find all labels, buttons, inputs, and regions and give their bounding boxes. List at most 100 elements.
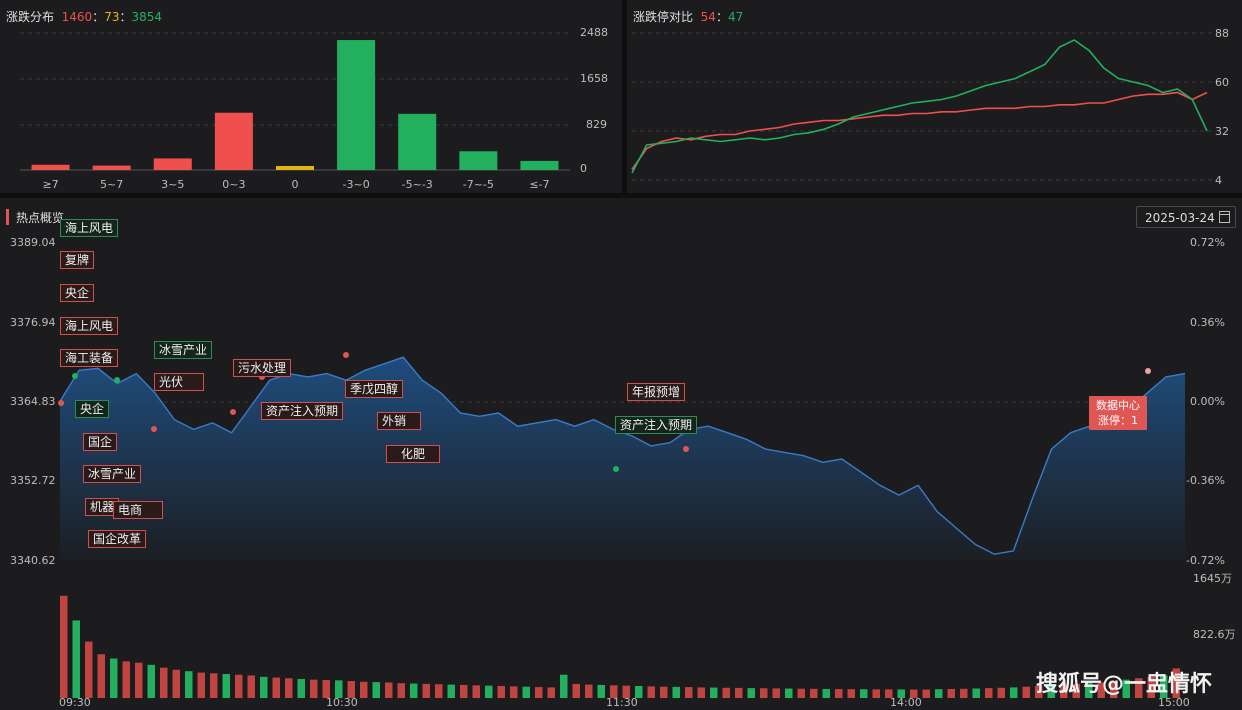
hot-tag[interactable]: 国企改革: [88, 530, 147, 548]
volume-bar: [560, 674, 568, 698]
event-dot: [1145, 368, 1151, 374]
volume-bar: [772, 688, 780, 698]
volume-bar: [160, 667, 168, 698]
bar: [214, 112, 253, 170]
hot-tag[interactable]: 冰雪产业: [83, 465, 142, 483]
volume-bar: [172, 669, 180, 698]
event-dot: [72, 373, 78, 379]
price-area: [60, 357, 1185, 560]
event-dot: [114, 377, 120, 383]
volume-bar: [860, 689, 868, 698]
calendar-icon[interactable]: [1219, 211, 1230, 223]
limit-up-callout[interactable]: 数据中心 涨停：1: [1089, 396, 1147, 430]
date-picker[interactable]: 2025-03-24: [1136, 206, 1236, 228]
volume-bar: [947, 688, 955, 698]
hot-tag[interactable]: 资产注入预期: [615, 416, 698, 434]
volume-tick: 822.6万: [1193, 628, 1236, 641]
hot-overview-panel: 热点概览 2025-03-24 3389.04 3376.94 3364.83 …: [0, 198, 1242, 710]
volume-bar: [247, 675, 255, 698]
hot-tag[interactable]: 海上风电: [60, 317, 119, 335]
hot-tag[interactable]: 复牌: [60, 251, 95, 269]
bar: [92, 165, 131, 170]
volume-bar: [210, 673, 218, 698]
hot-tag[interactable]: 央企: [75, 400, 110, 418]
hot-tag[interactable]: 国企: [83, 433, 118, 451]
hot-tag[interactable]: 化肥: [386, 445, 441, 463]
event-dot: [230, 409, 236, 415]
volume-bar: [72, 620, 80, 698]
category-label: 3~5: [161, 178, 185, 191]
pct-tick: -0.72%: [1186, 554, 1225, 567]
hot-tag[interactable]: 海工装备: [60, 349, 119, 367]
volume-bar: [672, 686, 680, 698]
volume-bar: [922, 689, 930, 698]
hot-tag[interactable]: 海上风电: [60, 219, 119, 237]
volume-bar: [272, 677, 280, 698]
pct-tick: 0.00%: [1190, 395, 1225, 408]
hot-tag[interactable]: 光伏: [154, 373, 205, 391]
volume-bar: [585, 684, 593, 698]
pct-tick: 0.72%: [1190, 236, 1225, 249]
y-tick: 60: [1215, 76, 1229, 89]
distribution-chart: [20, 32, 570, 171]
volume-bar: [360, 681, 368, 698]
volume-bar: [60, 595, 68, 698]
bar: [153, 158, 192, 170]
hot-tag[interactable]: 年报预增: [627, 383, 686, 401]
volume-bar: [1035, 686, 1043, 698]
hot-tag[interactable]: 季戊四醇: [345, 380, 404, 398]
volume-bar: [985, 688, 993, 698]
volume-bar: [760, 688, 768, 698]
volume-bar: [85, 641, 93, 698]
bar: [337, 40, 376, 170]
volume-bar: [522, 686, 530, 698]
price-tick: 3376.94: [10, 316, 56, 329]
limit-down-count: 47: [727, 10, 744, 24]
event-dot: [683, 446, 689, 452]
hot-tag[interactable]: 外销: [377, 412, 422, 430]
volume-bar: [497, 686, 505, 698]
hot-tag[interactable]: 电商: [113, 501, 164, 519]
event-dot: [613, 466, 619, 472]
flat-count: 73: [104, 10, 120, 24]
hot-tag[interactable]: 央企: [60, 284, 95, 302]
y-tick: 4: [1215, 174, 1222, 187]
category-label: -5~-3: [401, 178, 433, 191]
category-label: ≥7: [42, 178, 59, 191]
price-tick: 3364.83: [10, 395, 56, 408]
category-label: ≤-7: [529, 178, 550, 191]
category-label: -3~0: [342, 178, 370, 191]
volume-bar: [485, 685, 493, 698]
volume-bar: [197, 672, 205, 698]
distribution-panel: 涨跌分布 1460：73：3854 2488 1658 829 0 ≥7 5~7 3…: [0, 0, 622, 193]
hot-tag[interactable]: 污水处理: [233, 359, 292, 377]
volume-bar: [735, 687, 743, 698]
time-tick: 15:00: [1158, 696, 1190, 709]
y-tick: 829: [586, 118, 607, 131]
callout-sector: 数据中心: [1096, 399, 1140, 412]
distribution-title: 涨跌分布 1460：73：3854: [6, 8, 162, 25]
volume-bar: [1010, 687, 1018, 698]
volume-bar: [885, 689, 893, 698]
volume-bar: [285, 678, 293, 698]
limit-compare-panel: 涨跌停对比 54：47 88 60 32 4: [627, 0, 1242, 193]
volume-bar: [97, 654, 105, 698]
hot-tag[interactable]: 资产注入预期: [261, 402, 344, 420]
separator: ：: [119, 10, 132, 24]
volume-bar: [222, 674, 230, 698]
volume-bar: [260, 676, 268, 698]
volume-bar: [960, 688, 968, 698]
category-label: 5~7: [100, 178, 124, 191]
volume-bar: [1172, 668, 1180, 698]
time-tick: 09:30: [59, 696, 91, 709]
volume-bar: [685, 687, 693, 698]
volume-bar: [110, 658, 118, 698]
volume-bar: [1060, 684, 1068, 698]
hot-overview-chart: [58, 352, 1186, 698]
hot-tag[interactable]: 冰雪产业: [154, 341, 213, 359]
volume-bar: [335, 680, 343, 698]
y-tick: 0: [580, 162, 587, 175]
volume-bar: [510, 686, 518, 698]
volume-bar: [697, 687, 705, 698]
volume-bar: [472, 685, 480, 698]
